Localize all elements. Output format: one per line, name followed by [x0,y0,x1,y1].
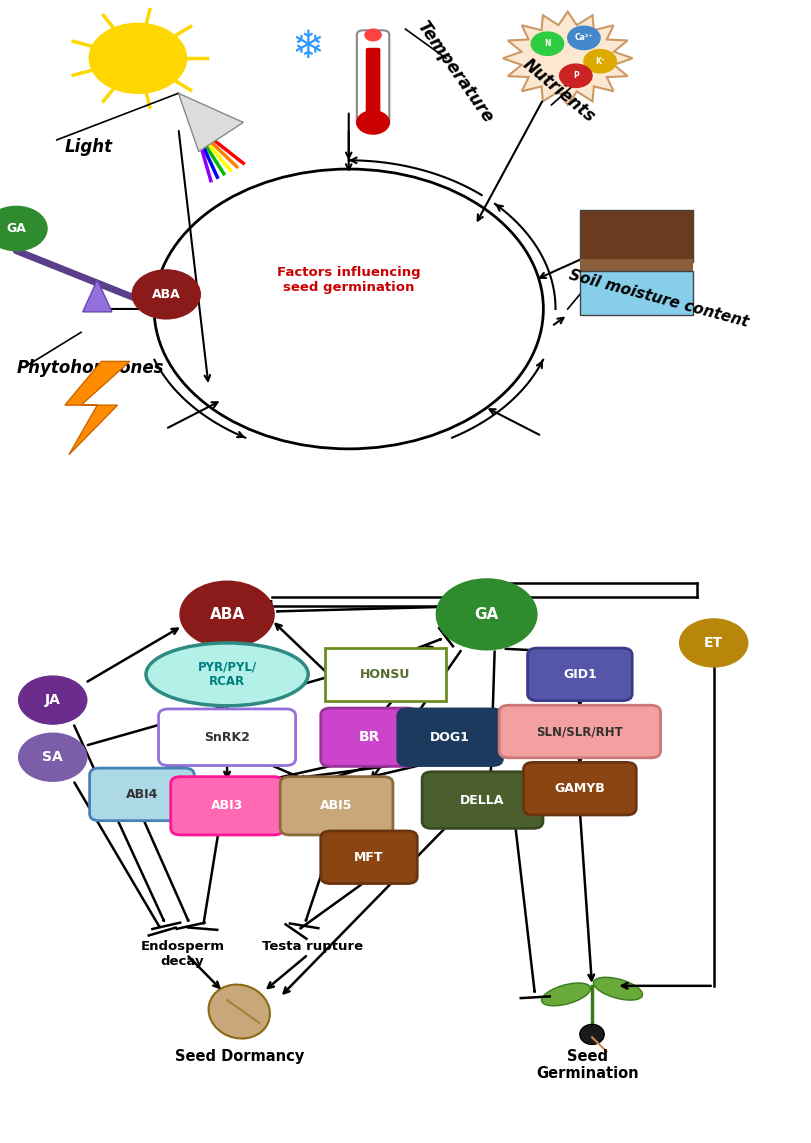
Text: Light: Light [65,137,113,155]
Ellipse shape [580,1024,604,1045]
Circle shape [19,734,87,782]
Text: DOG1: DOG1 [430,730,470,744]
Circle shape [560,64,592,87]
Text: PYR/PYL/
RCAR: PYR/PYL/ RCAR [198,661,256,688]
Circle shape [568,26,600,49]
Text: Factors influencing
seed germination: Factors influencing seed germination [277,266,421,294]
Text: Endosperm
decay: Endosperm decay [140,940,225,968]
Text: ET: ET [704,636,723,650]
FancyBboxPatch shape [324,648,446,701]
Circle shape [365,30,381,41]
Circle shape [19,676,87,725]
Ellipse shape [594,977,642,1000]
FancyBboxPatch shape [321,709,417,767]
Text: N: N [544,39,551,48]
FancyBboxPatch shape [580,210,693,263]
Circle shape [680,618,748,666]
Polygon shape [178,94,243,152]
Text: Temperature: Temperature [414,17,497,126]
Circle shape [436,578,537,649]
Text: K⁺: K⁺ [595,57,605,65]
Text: ❄: ❄ [292,27,324,65]
Ellipse shape [146,642,308,705]
FancyBboxPatch shape [422,772,543,829]
Circle shape [584,49,616,73]
FancyBboxPatch shape [398,709,503,766]
FancyBboxPatch shape [171,777,284,834]
Text: GAMYB: GAMYB [555,782,605,796]
Polygon shape [503,11,633,105]
Text: GA: GA [6,222,26,235]
Polygon shape [65,361,130,455]
Ellipse shape [542,983,590,1006]
FancyBboxPatch shape [159,709,295,766]
Circle shape [132,270,200,319]
Text: MFT: MFT [354,850,384,864]
Text: ABI5: ABI5 [320,799,353,813]
FancyBboxPatch shape [527,648,633,701]
Text: BR: BR [358,730,380,744]
Text: HONSU: HONSU [360,668,410,681]
Text: GID1: GID1 [563,668,597,681]
Text: DELLA: DELLA [461,793,504,807]
Text: SLN/SLR/RHT: SLN/SLR/RHT [537,725,623,738]
Circle shape [180,581,274,647]
FancyBboxPatch shape [580,259,693,274]
Text: ABA: ABA [152,288,181,301]
Text: P: P [573,71,579,80]
Text: GA: GA [474,607,499,622]
Circle shape [531,32,564,55]
Text: SA: SA [42,750,63,765]
FancyBboxPatch shape [281,777,393,834]
Text: ABI4: ABI4 [126,788,158,801]
FancyBboxPatch shape [321,831,417,884]
FancyBboxPatch shape [89,768,195,821]
Text: Phytohormones: Phytohormones [16,359,164,377]
Text: Ca²⁺: Ca²⁺ [575,33,593,42]
FancyBboxPatch shape [357,31,389,127]
Text: Nutrients: Nutrients [519,56,599,127]
Text: SnRK2: SnRK2 [204,730,250,744]
Ellipse shape [208,984,270,1039]
FancyBboxPatch shape [366,48,380,121]
Text: Seed
Germination: Seed Germination [537,1049,639,1081]
Circle shape [357,111,389,134]
FancyBboxPatch shape [499,705,660,758]
Circle shape [89,23,187,94]
Circle shape [0,207,47,250]
Text: Seed Dormancy: Seed Dormancy [174,1049,304,1064]
Text: ABA: ABA [209,607,245,622]
Text: JA: JA [45,693,61,708]
Polygon shape [83,280,112,312]
Text: Testa rupture: Testa rupture [262,940,363,953]
Text: Soil moisture content: Soil moisture content [568,267,751,329]
FancyBboxPatch shape [580,271,693,314]
Text: ABI3: ABI3 [211,799,243,813]
FancyBboxPatch shape [524,762,637,815]
